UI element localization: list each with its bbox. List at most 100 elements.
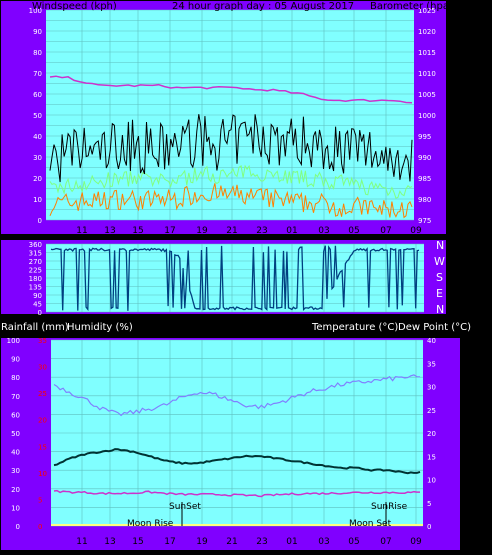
baro-y-tick: 1025 xyxy=(418,7,436,15)
graph-title: 24 hour graph day : 05 August 2017 xyxy=(172,1,354,12)
wind-avg-series xyxy=(49,164,413,199)
wind-y-tick: 20 xyxy=(33,175,42,183)
humidity-y-tick: 70 xyxy=(11,393,20,401)
dir-y-tick: 270 xyxy=(29,258,42,266)
temp-y-tick: 10 xyxy=(427,477,436,485)
wind-y-tick: 60 xyxy=(33,91,42,99)
direction-letter-s: S xyxy=(436,271,443,284)
humidity-y-tick: 40 xyxy=(11,449,20,457)
top-x-tick: 01 xyxy=(286,226,297,236)
rain-y-tick: 10 xyxy=(38,470,47,478)
wind-y-tick: 0 xyxy=(38,217,42,225)
humidity-y-tick: 20 xyxy=(11,486,20,494)
humidity-series xyxy=(53,374,421,417)
rain-y-tick: 30 xyxy=(38,364,47,372)
humidity-y-tick: 100 xyxy=(7,337,20,345)
bottom-x-tick: 11 xyxy=(76,537,87,547)
wind-y-tick: 90 xyxy=(33,28,42,36)
temp-y-tick: 25 xyxy=(427,407,436,415)
top-x-tick: 11 xyxy=(76,226,87,236)
top-x-tick: 09 xyxy=(410,226,422,236)
rain-y-tick: 0 xyxy=(38,523,42,531)
dir-y-tick: 135 xyxy=(29,284,42,292)
rain-y-tick: 5 xyxy=(38,496,42,504)
humidity-y-tick: 80 xyxy=(11,374,20,382)
wind-y-tick: 70 xyxy=(33,70,42,78)
top-x-tick: 13 xyxy=(104,226,115,236)
top-x-tick: 05 xyxy=(348,226,359,236)
direction-letter-n-top: N xyxy=(436,239,444,252)
wind-gust-series xyxy=(49,114,413,183)
temp-y-tick: 20 xyxy=(427,430,436,438)
wind-y-tick: 30 xyxy=(33,154,42,162)
temperature-series xyxy=(53,448,421,475)
rain-y-tick: 15 xyxy=(38,443,47,451)
dewpoint-axis-label: Dew Point (°C) xyxy=(398,322,471,333)
bottom-x-tick: 13 xyxy=(104,537,115,547)
temp-y-tick: 30 xyxy=(427,384,436,392)
rain-y-tick: 35 xyxy=(38,337,47,345)
direction-letter-w: W xyxy=(434,255,445,268)
dir-y-tick: 360 xyxy=(29,241,42,249)
temp-y-tick: 35 xyxy=(427,360,436,368)
baro-y-tick: 1015 xyxy=(418,49,436,57)
humidity-y-tick: 90 xyxy=(11,356,20,364)
top-x-tick: 19 xyxy=(196,226,208,236)
sunset-label: SunSet xyxy=(169,502,201,512)
rain-y-tick: 25 xyxy=(38,390,47,398)
temperature-axis-label: Temperature (°C) xyxy=(311,322,398,333)
baro-y-tick: 1005 xyxy=(418,91,436,99)
dir-y-tick: 315 xyxy=(29,250,42,258)
top-x-tick: 15 xyxy=(132,226,143,236)
bottom-x-tick: 15 xyxy=(132,537,143,547)
baro-y-tick: 980 xyxy=(418,196,431,204)
humidity-y-tick: 30 xyxy=(11,467,20,475)
windspeed-axis-label: Windspeed (kph) xyxy=(32,1,117,12)
baro-y-tick: 985 xyxy=(418,175,431,183)
barometer-series xyxy=(49,75,413,104)
baro-y-tick: 1020 xyxy=(418,28,436,36)
temp-y-tick: 5 xyxy=(427,500,431,508)
bottom-x-tick: 17 xyxy=(164,537,175,547)
bottom-x-tick: 05 xyxy=(348,537,359,547)
temp-y-tick: 0 xyxy=(427,523,431,531)
rainfall-axis-label: Rainfall (mm) xyxy=(1,322,69,333)
baro-y-tick: 975 xyxy=(418,217,431,225)
top-x-tick: 23 xyxy=(256,226,267,236)
bottom-x-tick: 09 xyxy=(410,537,422,547)
direction-letter-e: E xyxy=(436,287,443,300)
temp-y-tick: 40 xyxy=(427,337,436,345)
wind-y-tick: 10 xyxy=(33,196,42,204)
baro-y-tick: 1010 xyxy=(418,70,436,78)
dir-y-tick: 90 xyxy=(33,292,42,300)
bottom-x-tick: 01 xyxy=(286,537,297,547)
humidity-axis-label: Humidity (%) xyxy=(67,322,133,333)
dir-y-tick: 225 xyxy=(29,267,42,275)
rain-y-tick: 20 xyxy=(38,417,47,425)
moonrise-label: Moon Rise xyxy=(127,519,174,529)
bottom-x-tick: 03 xyxy=(318,537,329,547)
dir-y-tick: 180 xyxy=(29,275,42,283)
wind-y-tick: 80 xyxy=(33,49,42,57)
top-x-tick: 17 xyxy=(164,226,175,236)
dir-y-tick: 0 xyxy=(38,309,42,317)
direction-letter-n-bottom: N xyxy=(436,303,444,316)
sunrise-label: SunRise xyxy=(371,502,408,512)
moonset-label: Moon Set xyxy=(349,519,392,529)
humidity-y-tick: 10 xyxy=(11,504,20,512)
baro-y-tick: 995 xyxy=(418,133,431,141)
top-x-tick: 21 xyxy=(226,226,237,236)
baro-y-tick: 990 xyxy=(418,154,431,162)
wind-y-tick: 40 xyxy=(33,133,42,141)
bottom-x-tick: 21 xyxy=(226,537,237,547)
wind-y-tick: 100 xyxy=(29,7,42,15)
top-x-tick: 03 xyxy=(318,226,329,236)
wind-y-tick: 50 xyxy=(33,112,42,120)
top-x-tick: 07 xyxy=(380,226,391,236)
bottom-x-tick: 19 xyxy=(196,537,208,547)
temp-y-tick: 15 xyxy=(427,453,436,461)
humidity-y-tick: 60 xyxy=(11,411,20,419)
bottom-x-tick: 23 xyxy=(256,537,267,547)
